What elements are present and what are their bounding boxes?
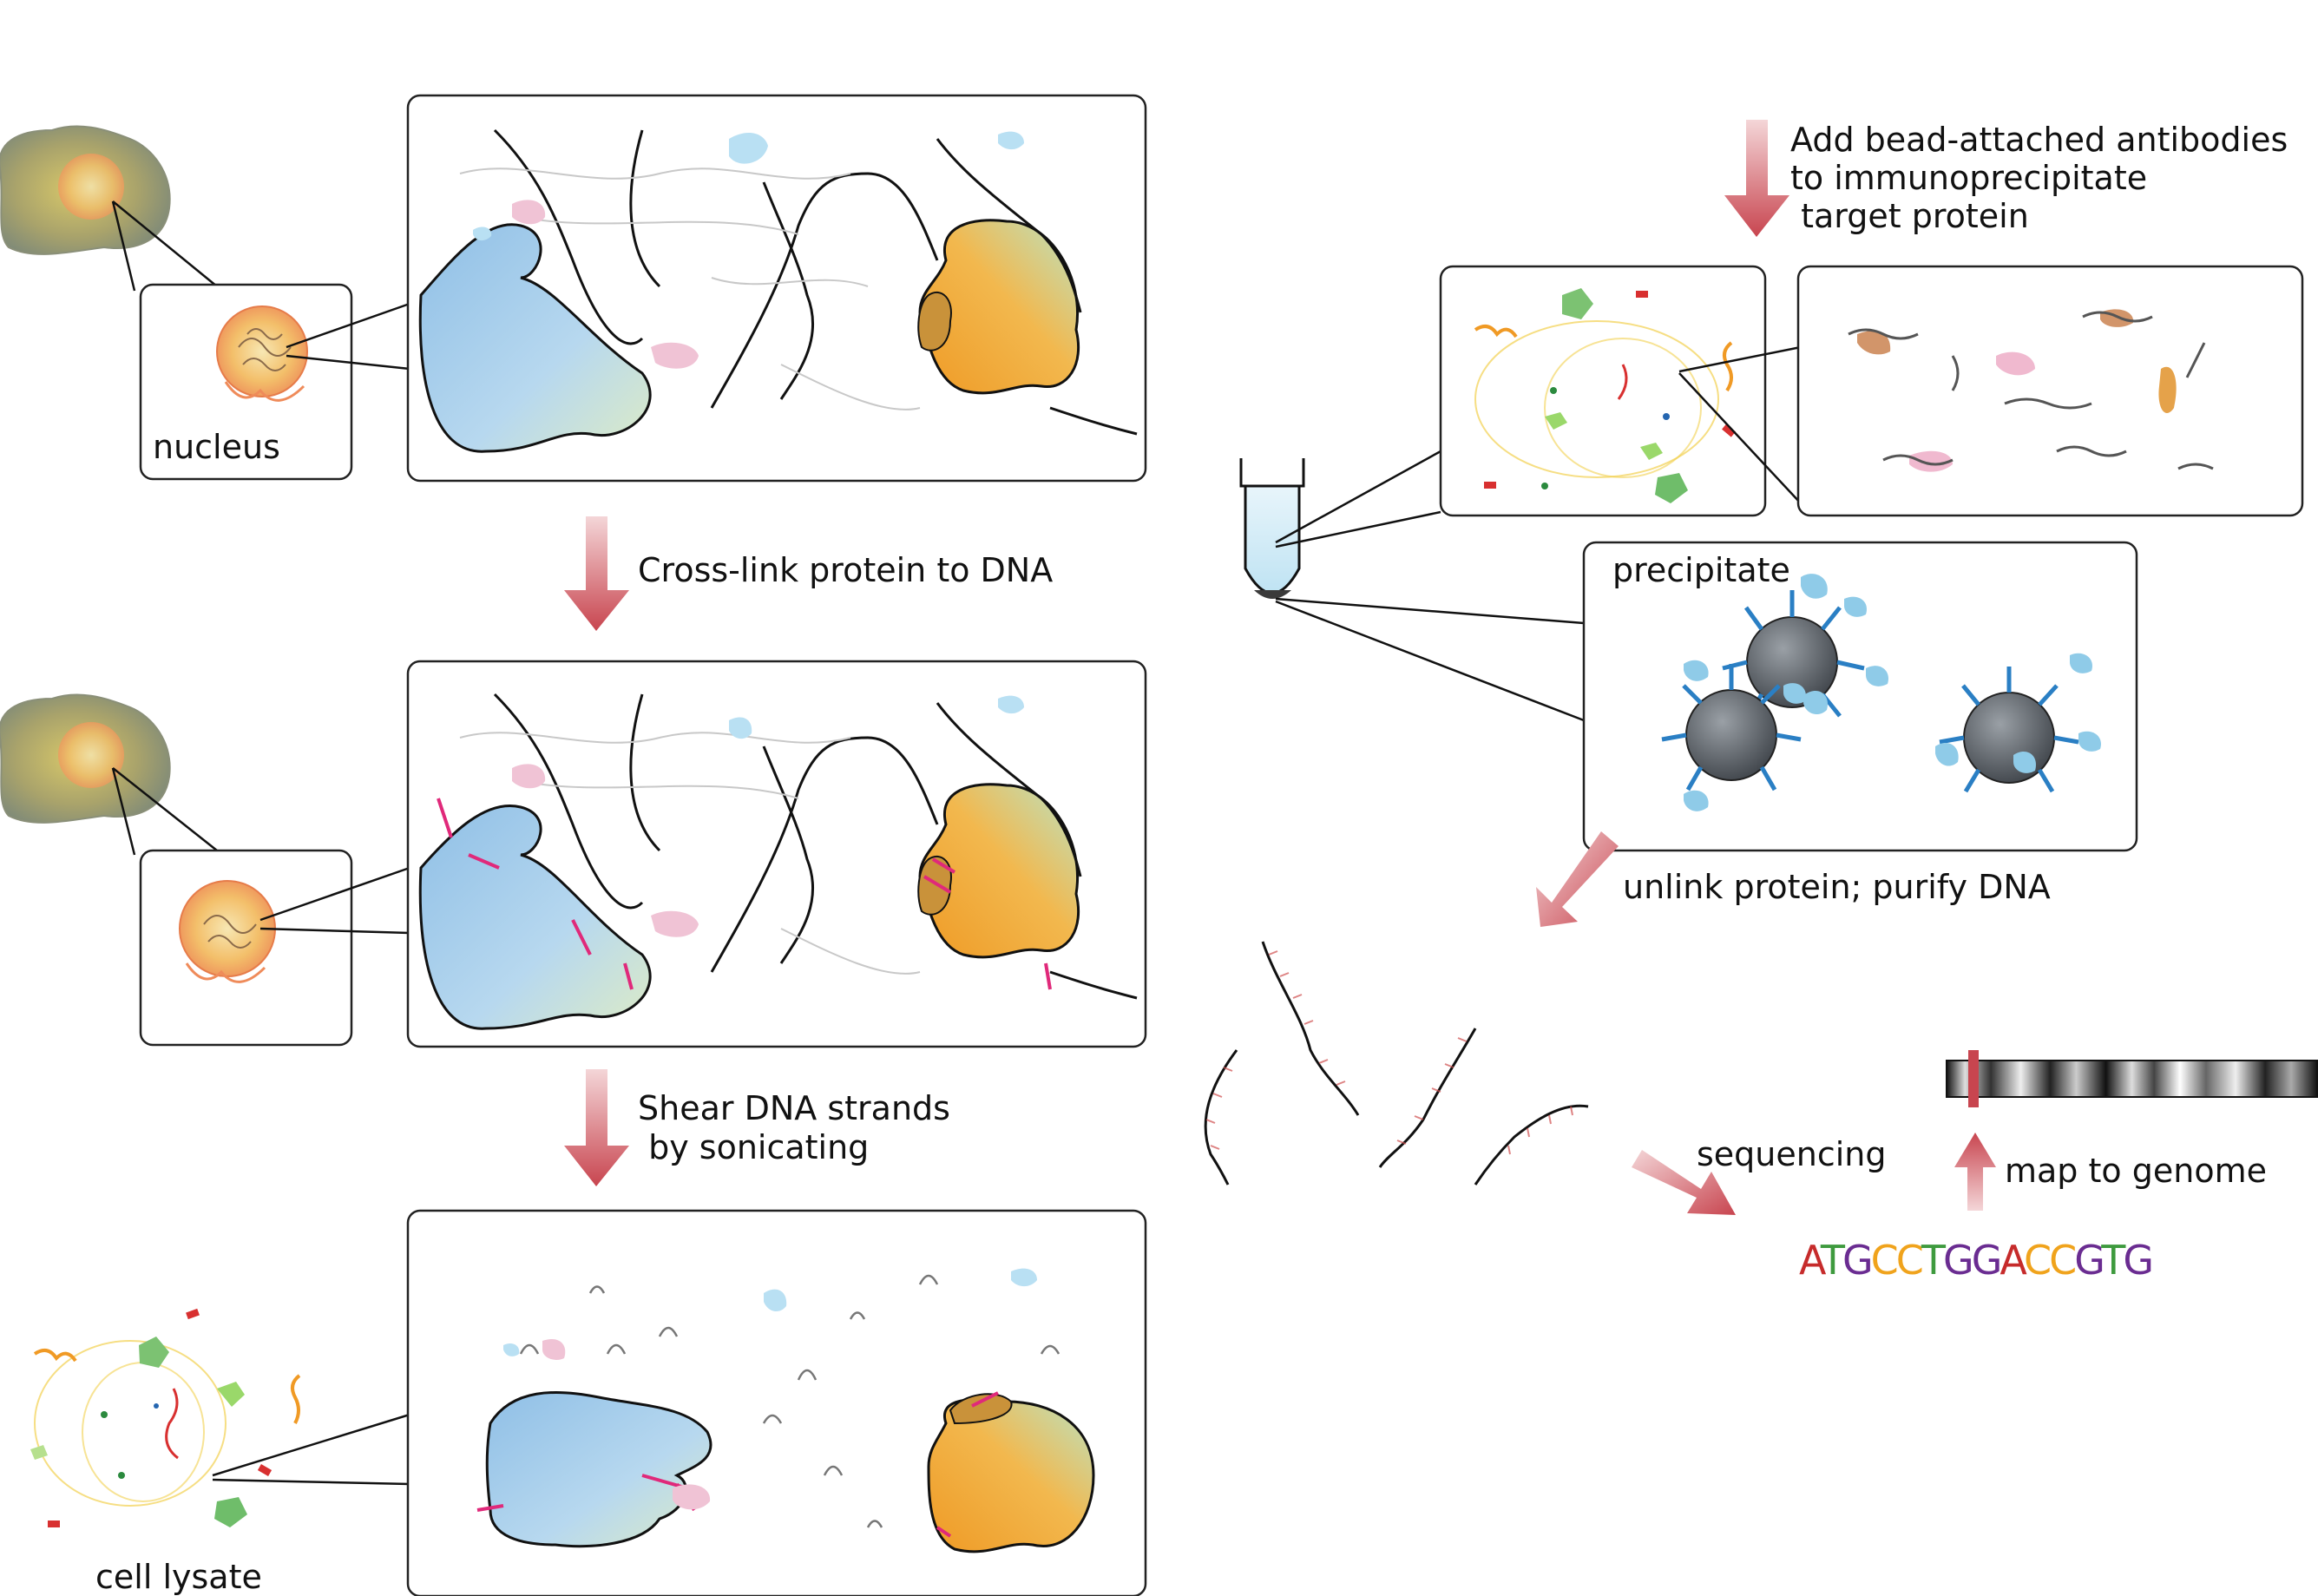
cell-nucleus-icon (58, 154, 124, 220)
nucleus-callout-2 (259, 866, 410, 935)
step2-group (0, 660, 1147, 1048)
nucleus-threads-icon-2 (185, 962, 266, 983)
protein-lightblue-h (1011, 1268, 1037, 1287)
shear-label-line1: Shear DNA strands (638, 1089, 950, 1127)
chromatin-scene-2 (418, 693, 1138, 1030)
protein-lightblue-a (729, 133, 768, 164)
cell-lysate-label: cell lysate (95, 1558, 262, 1596)
crosslink-label: Cross-link protein to DNA (638, 551, 1053, 589)
arrow-unlink (1536, 831, 1619, 927)
cell-lysate-icon (30, 1308, 301, 1527)
protein-lightblue-f (764, 1289, 787, 1312)
nucleus-label: nucleus (153, 428, 280, 466)
nucleus-icon (216, 305, 308, 397)
protein-pink-e (542, 1338, 566, 1360)
protein-lightblue-d (998, 695, 1024, 714)
sequence-read: ATGCCTGGACCGTG (1799, 1237, 2151, 1284)
dna-strands-2 (493, 693, 1138, 1000)
sequence-letter: C (2024, 1237, 2050, 1284)
arrow-immunoprecipitate (1724, 120, 1789, 237)
sequence-letter: G (1943, 1237, 1972, 1284)
nucleus-threads-icon (224, 381, 305, 402)
protein-blue-1 (418, 223, 652, 453)
protein-pink-b (651, 342, 699, 369)
cell-callout-2 (111, 767, 218, 856)
chromatin-icon (238, 328, 292, 371)
fragments-box (1796, 265, 2304, 517)
sequence-letter: G (2123, 1237, 2151, 1284)
add-antibodies-label-line1: Add bead-attached antibodies (1790, 121, 2288, 159)
add-antibodies-label-line3: target protein (1790, 197, 2029, 235)
purified-dna-rungs (1205, 950, 1573, 1155)
sequence-letter: C (1871, 1237, 1897, 1284)
genome-bar (1946, 1060, 2318, 1098)
protein-pink-f (673, 1484, 711, 1510)
step3-group: cell lysate (30, 1209, 1147, 1596)
tube-callout-top (1275, 450, 1441, 548)
protein-pink-a (512, 200, 546, 225)
bead-1 (1722, 574, 1888, 718)
precipitate-label: precipitate (1612, 551, 1790, 589)
dna-background-2 (459, 732, 921, 975)
arrow-map (1954, 1133, 1996, 1211)
beads-scene (1661, 574, 2101, 811)
protein-orange-3 (927, 1398, 1095, 1553)
dna-strands-1 (493, 128, 1138, 436)
map-label: map to genome (2005, 1152, 2267, 1190)
protein-lightblue-b (998, 131, 1024, 150)
lysate-box (1439, 265, 1767, 517)
add-antibodies-label-line2: to immunoprecipitate (1790, 159, 2147, 197)
chromatin-icon-2 (203, 915, 257, 949)
chromatin-scene-1 (418, 128, 1138, 453)
sequence-letter: G (2074, 1237, 2102, 1284)
arrow-shear (564, 1069, 629, 1186)
genome-marker (1968, 1050, 1979, 1107)
lysate-to-fragments-callout (1678, 345, 1802, 504)
sequence-letter: C (2049, 1237, 2075, 1284)
protein-brown-3 (949, 1393, 1013, 1425)
protein-lightblue-e (729, 717, 752, 739)
arrow-sequencing (1632, 1150, 1736, 1215)
sheared-scene (476, 1268, 1095, 1553)
sequencing-label: sequencing (1697, 1135, 1887, 1173)
unlink-label: unlink protein; purify DNA (1623, 868, 2051, 906)
arrow-crosslink (564, 516, 629, 631)
sequence-letter: G (1972, 1237, 2000, 1284)
protein-lightblue-c (473, 227, 492, 241)
step1-group: nucleus (0, 94, 1147, 483)
cell-nucleus-icon-2 (58, 722, 124, 788)
lysate-callout (212, 1413, 410, 1486)
protein-blue-2 (418, 805, 652, 1030)
dna-background-1 (459, 167, 921, 410)
tube-callout-bottom (1275, 597, 1585, 722)
protein-brown-2 (917, 855, 952, 916)
cell-callout (111, 200, 218, 292)
crosslinks (437, 798, 1052, 990)
bead-2 (1661, 660, 1806, 811)
bead-3 (1935, 653, 2101, 793)
protein-lightblue-g (503, 1343, 520, 1356)
shear-label-line2: by sonicating (638, 1128, 869, 1166)
protein-pink-c (512, 764, 546, 789)
tube-icon (1239, 458, 1305, 599)
lysate-box-scene (1474, 288, 1736, 503)
purified-dna (1204, 941, 1589, 1186)
sequence-letter: G (1842, 1237, 1871, 1284)
fragments-box-scene (1848, 309, 2214, 472)
dna-fragments (519, 1274, 1061, 1528)
protein-pink-d (651, 910, 699, 937)
protein-brown-1 (917, 291, 952, 351)
sequence-letter: C (1896, 1237, 1922, 1284)
nucleus-callout (286, 302, 410, 371)
